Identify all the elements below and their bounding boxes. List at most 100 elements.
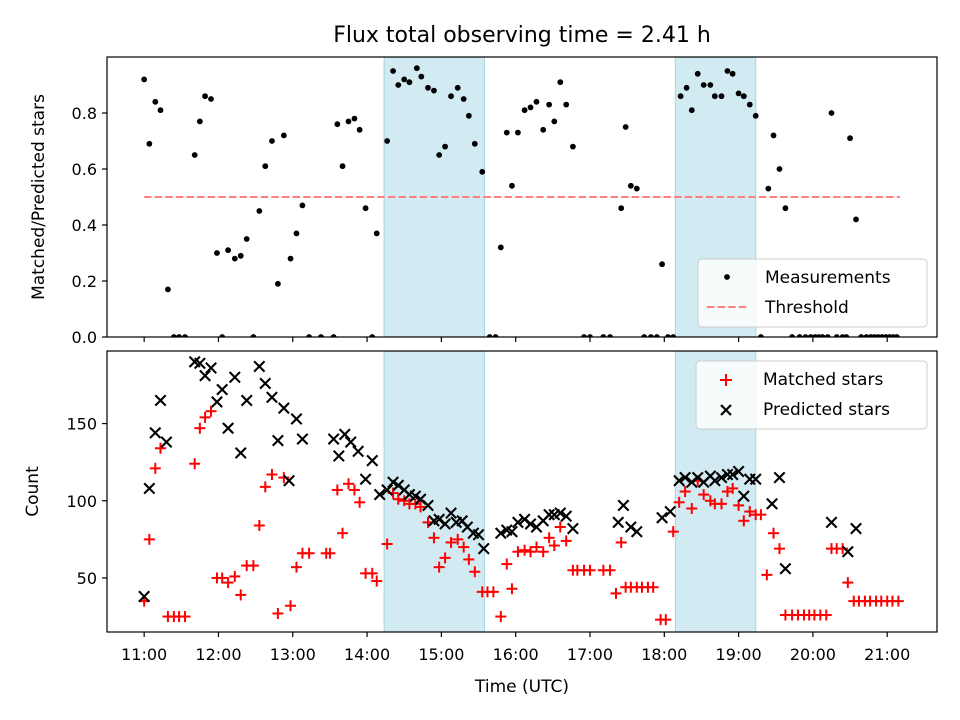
predicted-star-stroke-b xyxy=(439,517,452,530)
matched-star-point xyxy=(439,552,451,564)
measurement-point xyxy=(700,82,707,88)
measurement-point xyxy=(225,247,232,254)
axes-frame xyxy=(106,56,938,338)
measurement-point xyxy=(306,334,313,337)
y-axis-label: Matched/Predicted stars xyxy=(29,94,49,300)
predicted-star-stroke-b xyxy=(560,510,573,523)
matched-star-point xyxy=(179,611,191,623)
matched-star-point xyxy=(290,561,302,573)
predicted-star-stroke-b xyxy=(211,396,223,408)
matched-star-point xyxy=(205,405,217,417)
predicted-star-point xyxy=(726,468,739,481)
measurement-point xyxy=(390,68,396,74)
measurement-point xyxy=(569,143,576,150)
measurement-point xyxy=(157,107,164,114)
predicted-star-point xyxy=(664,505,677,518)
predicted-star-stroke-b xyxy=(193,357,206,370)
measurement-point xyxy=(237,252,244,259)
predicted-star-stroke-b xyxy=(543,508,556,521)
measurement-point xyxy=(339,163,346,170)
measurement-point xyxy=(330,334,337,337)
matched-star-point xyxy=(761,569,773,581)
legend-label-measurements: Measurements xyxy=(765,268,891,288)
x-tick-label: 21:00 xyxy=(864,645,910,664)
matched-star-point xyxy=(445,536,457,548)
matched-star-point xyxy=(278,472,290,484)
shaded-region xyxy=(383,351,486,632)
predicted-star-stroke-b xyxy=(841,545,854,558)
matched-star-point xyxy=(543,532,555,544)
predicted-star-point xyxy=(154,394,167,407)
predicted-star-point xyxy=(352,445,365,458)
measurement-point xyxy=(373,230,380,237)
predicted-star-point xyxy=(211,396,223,408)
matched-star-point xyxy=(548,540,560,552)
predicted-star-stroke-b xyxy=(403,488,416,501)
predicted-star-stroke-b xyxy=(726,468,739,481)
legend-box xyxy=(697,258,928,328)
matched-star-point xyxy=(554,521,566,533)
predicted-star-stroke-b xyxy=(143,482,156,495)
matched-star-point xyxy=(733,499,745,511)
matched-star-point xyxy=(820,609,832,621)
predicted-star-stroke-b xyxy=(467,527,480,540)
predicted-star-stroke-b xyxy=(359,473,372,486)
predicted-star-point xyxy=(149,426,162,439)
measurement-point xyxy=(581,334,587,337)
matched-star-point xyxy=(285,600,297,612)
measurement-point xyxy=(243,236,250,242)
predicted-star-point xyxy=(332,450,345,462)
predicted-star-stroke-b xyxy=(199,369,212,382)
predicted-star-point xyxy=(439,517,452,530)
predicted-star-stroke-b xyxy=(422,499,434,512)
measurement-point xyxy=(683,84,690,91)
predicted-star-point xyxy=(850,522,862,535)
predicted-star-point xyxy=(193,357,206,370)
predicted-star-stroke-b xyxy=(766,497,778,510)
predicted-star-stroke-b xyxy=(271,434,284,447)
measurement-point xyxy=(718,93,725,100)
predicted-star-stroke-b xyxy=(524,517,537,530)
measurement-point xyxy=(202,93,208,100)
y-tick-label: 50 xyxy=(77,569,97,588)
predicted-star-point xyxy=(160,436,173,449)
predicted-star-stroke-b xyxy=(259,377,272,390)
y-tick-label: 0.0 xyxy=(72,328,97,347)
measurement-point xyxy=(633,185,640,192)
predicted-star-stroke-b xyxy=(240,394,253,407)
measurement-point xyxy=(219,334,226,337)
predicted-star-stroke-b xyxy=(673,474,686,487)
measurement-point xyxy=(746,101,753,108)
predicted-star-point xyxy=(566,522,579,535)
measurement-point xyxy=(275,280,281,287)
measurement-point xyxy=(665,334,671,337)
x-tick-label: 12:00 xyxy=(195,645,241,664)
measurement-point xyxy=(789,334,796,337)
legend-marker-measurements xyxy=(724,274,730,280)
predicted-star-stroke-b xyxy=(506,525,518,538)
predicted-star-stroke-b xyxy=(149,426,162,439)
legend-marker-predicted-b xyxy=(720,404,732,416)
predicted-star-point xyxy=(543,508,556,521)
predicted-star-point xyxy=(240,394,253,407)
matched-star-point xyxy=(512,546,524,558)
matched-star-point xyxy=(495,611,507,623)
predicted-star-stroke-b xyxy=(290,412,303,425)
predicted-star-stroke-b xyxy=(825,516,838,529)
measurement-point xyxy=(853,216,859,223)
measurement-point xyxy=(648,334,654,337)
predicted-star-stroke-b xyxy=(253,360,266,373)
predicted-star-stroke-b xyxy=(154,394,167,407)
predicted-star-point xyxy=(359,473,372,486)
predicted-star-point xyxy=(732,465,745,478)
measurement-point xyxy=(362,205,369,212)
matched-star-point xyxy=(433,561,445,573)
measurement-point xyxy=(465,112,472,119)
measurement-point xyxy=(670,334,677,337)
measurement-point xyxy=(557,79,564,86)
predicted-star-stroke-b xyxy=(228,371,241,384)
measurement-point xyxy=(269,138,275,144)
measurement-point xyxy=(454,84,461,91)
matched-star-point xyxy=(716,498,728,510)
predicted-star-stroke-b xyxy=(732,465,745,478)
